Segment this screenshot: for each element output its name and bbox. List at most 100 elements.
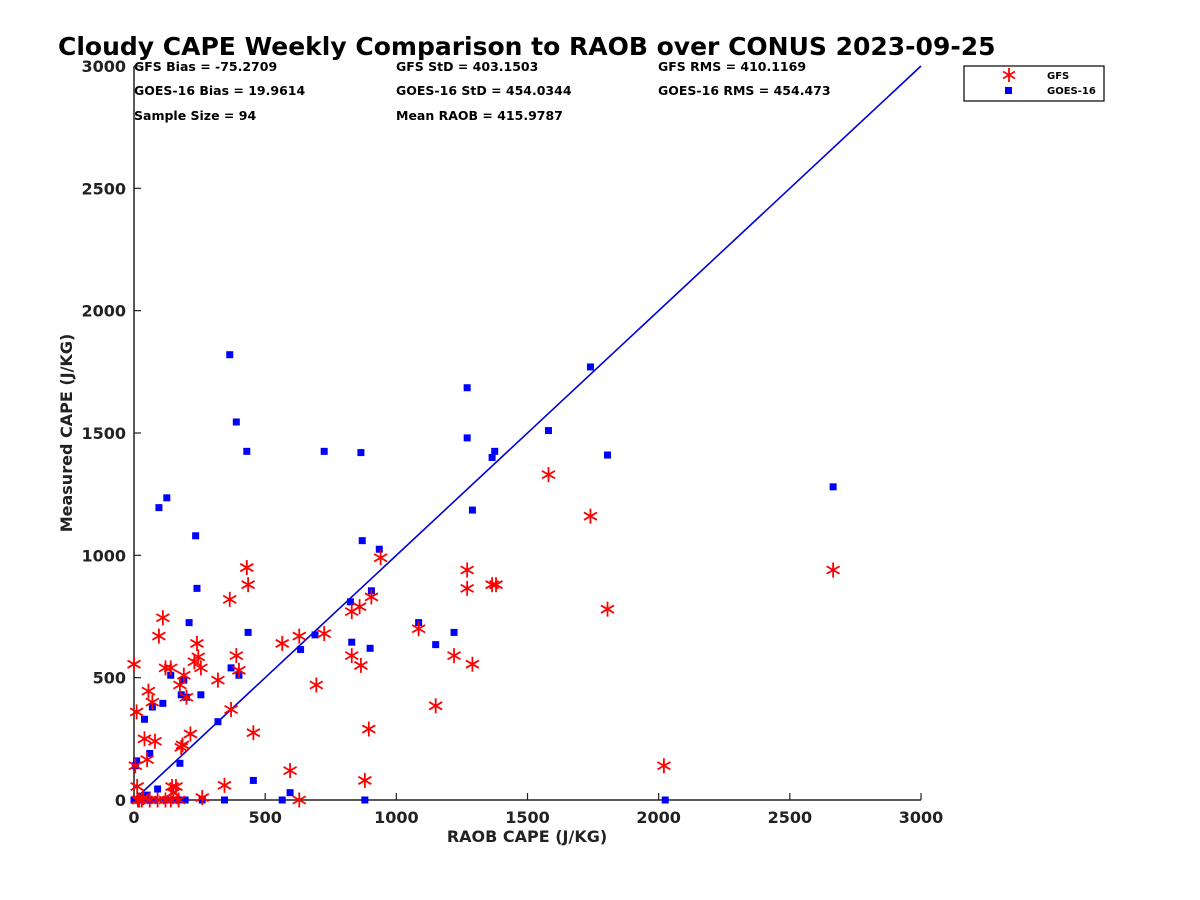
x-tick-label: 1000 [374,808,419,827]
y-ticks: 0 500 1000 1500 2000 2500 3000 [81,57,141,810]
goes-16-point [243,447,251,455]
legend: GFS GOES-16 [963,65,1105,102]
gfs-point [174,739,189,755]
x-tick-label: 2500 [768,808,813,827]
gfs-point [352,599,367,615]
gfs-point [141,683,156,699]
goes-16-point [491,447,499,455]
stat-mean-raob: Mean RAOB = 415.9787 [396,108,563,123]
gfs-point [357,772,372,788]
stat-goes-std: GOES-16 StD = 454.0344 [396,83,572,98]
x-ticks: 0 500 1000 1500 2000 2500 3000 [128,793,943,827]
stat-sample-size: Sample Size = 94 [134,108,256,123]
goes-16-point [432,641,440,649]
gfs-point [158,792,173,808]
goes-16-point [463,384,471,392]
legend-box [963,65,1105,102]
gfs-point [211,672,225,688]
goes-16-point [154,785,162,793]
goes-16-point [488,453,496,461]
x-tick-label: 1500 [505,808,550,827]
goes-16-point [346,598,354,606]
goes-16-point [249,776,257,784]
goes-16-point [146,750,154,758]
gfs-point [183,726,198,742]
x-tick-label: 3000 [899,808,944,827]
gfs-point [224,701,239,717]
gfs-point [128,758,143,774]
goes-16-point [181,796,189,804]
goes-16-point [214,718,222,726]
goes-16-point [297,646,305,654]
gfs-point [190,635,204,651]
goes-16-point [185,619,193,627]
gfs-point [465,656,480,672]
gfs-point [171,792,186,808]
gfs-point [283,763,298,779]
y-tick-label: 1000 [81,546,126,565]
goes-16-point [463,434,471,442]
gfs-point [158,660,173,676]
gfs-point [583,508,598,524]
gfs-point [231,662,246,678]
gfs-point [292,628,307,644]
y-tick-label: 2000 [81,302,126,321]
y-tick-label: 0 [115,791,126,810]
goes-16-point [232,418,240,426]
gfs-point [222,591,237,607]
goes-16-point [140,715,148,723]
goes-16-point [544,427,552,435]
legend-goes-16-marker [1005,87,1012,94]
goes-16-point [151,796,159,804]
x-tick-label: 0 [128,808,139,827]
gfs-point [193,660,208,676]
gfs-point [175,737,190,753]
goes-16-point [311,631,319,639]
goes-16-point [192,532,200,540]
gfs-point [460,580,475,596]
gfs-point [826,562,841,578]
gfs-point [246,725,261,741]
goes-16-point [468,506,476,514]
gfs-point [163,660,178,676]
x-tick-label: 500 [248,808,281,827]
gfs-point [364,589,379,605]
goes-16-point [286,789,294,797]
goes-16-point [361,796,369,804]
goes-16-point [278,796,286,804]
gfs-point [176,667,191,683]
goes-16-point [320,447,328,455]
stat-goes-bias: GOES-16 Bias = 19.9614 [134,83,305,98]
y-axis-label: Measured CAPE (J/KG) [57,334,76,533]
goes-16-point [586,363,594,371]
goes-16-point [163,494,171,502]
gfs-point [292,792,307,808]
goes-16-point [133,757,141,765]
legend-label-goes-16: GOES-16 [1047,86,1096,97]
gfs-point [447,648,461,664]
gfs-point [411,621,426,637]
y-tick-label: 500 [93,669,126,688]
legend-gfs-asterisk [1002,68,1016,82]
goes-16-point [366,644,374,652]
stat-gfs-bias: GFS Bias = -75.2709 [134,59,277,74]
gfs-point [217,777,232,793]
goes-16-point [159,699,167,707]
goes-16-point [244,628,252,636]
goes-16-point [227,664,235,672]
gfs-point [600,601,615,617]
legend-label-gfs: GFS [1047,71,1069,82]
gfs-point [191,649,206,665]
stat-gfs-std: GFS StD = 403.1503 [396,59,538,74]
y-tick-label: 2500 [81,179,126,198]
legend-gfs-marker [1002,68,1016,82]
gfs-point [373,550,388,566]
gfs-point [195,790,210,806]
gfs-point [460,562,475,578]
goes-16-point [661,796,669,804]
gfs-point [428,698,443,714]
gfs-point [656,758,671,774]
gfs-point [140,752,155,768]
goes-16-point [829,483,837,491]
gfs-point [151,628,166,644]
